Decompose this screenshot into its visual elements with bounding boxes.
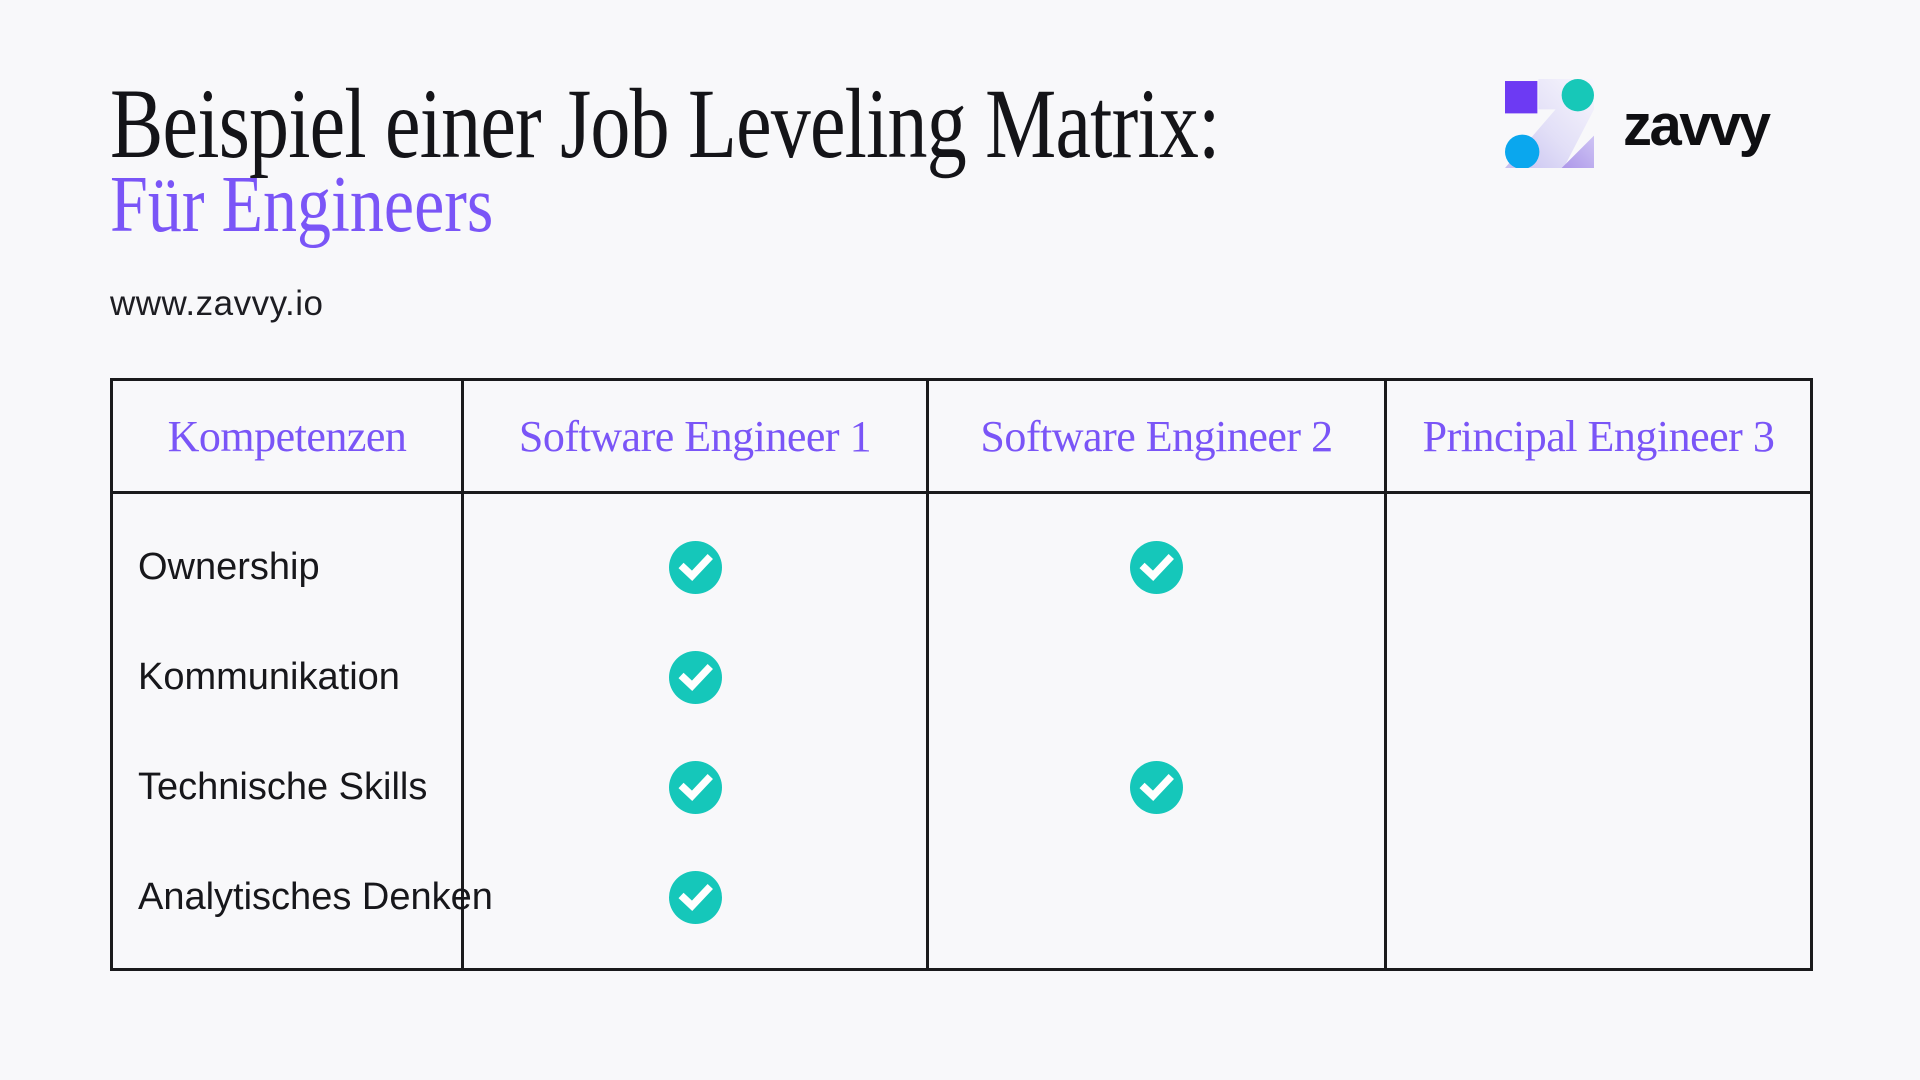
empty-cell (1387, 622, 1810, 732)
check-cell (464, 512, 926, 622)
empty-cell (929, 842, 1384, 952)
zavvy-logomark-icon (1505, 79, 1594, 168)
check-cell (929, 512, 1384, 622)
page-title: Beispiel einer Job Leveling Matrix: (110, 68, 1220, 179)
check-circle-icon (668, 760, 722, 814)
check-cell (929, 732, 1384, 842)
empty-cell (1387, 732, 1810, 842)
column-header: Kompetenzen (113, 381, 461, 494)
column-header: Software Engineer 2 (929, 381, 1384, 494)
blue-circle (1505, 134, 1540, 168)
website-url: www.zavvy.io (110, 284, 324, 323)
check-circle-icon (1130, 760, 1183, 814)
column-body (929, 494, 1384, 952)
table-column-kompetenzen: Kompetenzen Ownership Kommunikation Techni… (113, 381, 493, 968)
empty-cell (929, 622, 1384, 732)
purple-square (1505, 81, 1538, 114)
table-row-label: Ownership (138, 545, 320, 588)
check-cell (464, 842, 926, 952)
column-header: Principal Engineer 3 (1387, 381, 1810, 494)
table-row-label: Analytisches Denken (138, 875, 493, 918)
zavvy-wordmark: zavvy (1623, 93, 1771, 158)
table-row-label: Technische Skills (138, 765, 428, 808)
check-circle-icon (668, 650, 722, 704)
column-body: Ownership Kommunikation Technische Skills A… (113, 494, 493, 952)
zavvy-logo: zavvy (1505, 79, 1815, 174)
table-column-software-engineer-1: Software Engineer 1 (464, 381, 929, 968)
competency-table: Kompetenzen Ownership Kommunikation Techni… (110, 378, 1813, 971)
table-column-software-engineer-2: Software Engineer 2 (929, 381, 1387, 968)
check-cell (464, 622, 926, 732)
column-body (1387, 494, 1810, 952)
check-circle-icon (668, 870, 722, 924)
check-circle-icon (1130, 540, 1183, 594)
column-body (464, 494, 926, 952)
check-cell (464, 732, 926, 842)
page-subtitle: Für Engineers (110, 161, 494, 249)
table-row-label: Kommunikation (138, 655, 400, 698)
column-header: Software Engineer 1 (464, 381, 926, 494)
teal-circle (1561, 79, 1594, 112)
empty-cell (1387, 512, 1810, 622)
table-column-principal-engineer-3: Principal Engineer 3 (1387, 381, 1810, 968)
empty-cell (1387, 842, 1810, 952)
check-circle-icon (668, 540, 722, 594)
